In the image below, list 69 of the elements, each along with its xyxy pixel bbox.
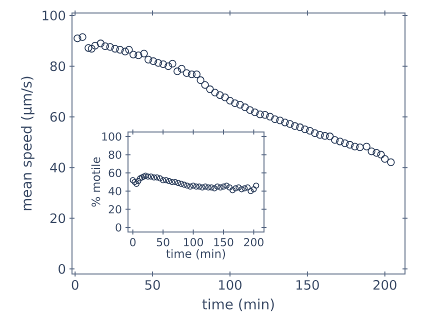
x-tick-label: 0 [72,280,78,290]
point [193,183,200,190]
x-tick-label: 200 [373,280,396,290]
point [135,178,142,184]
y-axis-title: % motile [91,157,100,207]
point [208,184,214,191]
x-axis-title: time (min) [166,249,226,260]
y-tick-label: 60 [50,112,66,122]
y-tick-label: 20 [108,205,122,214]
point [196,183,202,190]
point [166,178,172,184]
point [184,182,190,189]
point [217,184,224,191]
point [223,182,230,189]
point [190,182,196,189]
point [181,182,188,188]
point [163,177,170,184]
point [169,178,176,186]
y-tick-label: 80 [50,61,66,72]
point [205,184,212,191]
point [178,180,184,187]
y-tick-label: 40 [50,162,66,172]
x-tick-label: 50 [145,280,160,290]
y-tick-label: 20 [50,213,66,224]
y-tick-label: 40 [108,186,122,196]
point [132,178,138,186]
point [211,185,218,192]
y-tick-label: 0 [116,223,122,232]
point [142,172,149,179]
point [236,184,242,191]
point [187,183,194,190]
point [133,180,140,187]
point [160,177,166,184]
point [238,186,245,192]
point [232,185,239,192]
y-tick-label: 100 [42,10,66,20]
point [156,175,164,182]
point [226,184,233,191]
point [253,182,260,189]
point [130,177,136,184]
point [150,174,158,181]
point [242,185,248,192]
point [244,184,251,191]
point [172,178,178,186]
y-tick-label: 60 [108,168,122,178]
point [144,173,151,180]
x-tick-label: 150 [214,238,234,246]
point [250,186,257,192]
point [199,184,206,191]
x-tick-label: 0 [130,238,136,246]
point [230,187,236,194]
x-tick-label: 100 [184,238,203,246]
x-tick-label: 200 [244,238,264,246]
point [175,180,182,186]
point [202,183,208,190]
y-axis-title: mean speed (µm/s) [20,76,34,210]
x-tick-label: 150 [296,280,319,290]
y-tick-label: 0 [58,264,66,274]
y-tick-label: 100 [102,132,122,141]
y-tick-label: 80 [108,150,122,159]
point [140,173,147,180]
x-axis-title: time (min) [202,298,274,312]
point [248,188,254,194]
point [220,183,227,190]
point [154,174,160,181]
point [214,183,221,190]
x-tick-label: 100 [219,280,242,290]
x-tick-label: 50 [156,238,170,246]
point [148,173,154,180]
